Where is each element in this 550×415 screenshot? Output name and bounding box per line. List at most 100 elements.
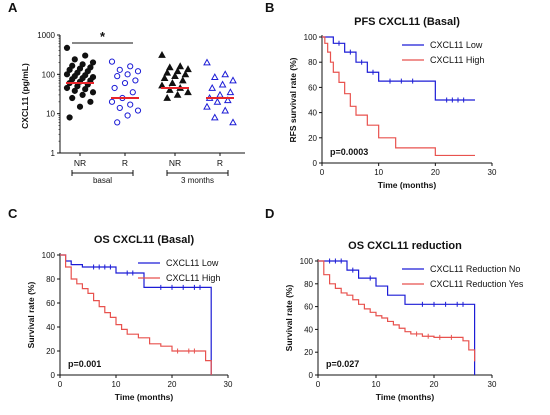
panel-a-point — [114, 119, 121, 126]
panel-a-point — [116, 104, 123, 112]
panel-a-point — [163, 68, 172, 76]
panel-a-point — [134, 68, 142, 75]
panel-c-series-high-curve — [60, 254, 212, 375]
panel-a-point — [203, 102, 211, 110]
panel-a-point — [176, 62, 185, 70]
panel-a-point — [69, 94, 76, 102]
panel-b-y-tick-label: 40 — [308, 109, 317, 118]
panel-b-y-tick-label: 0 — [313, 159, 318, 168]
panel-b-x-tick-label: 30 — [488, 168, 497, 177]
panel-b-x-tick-label: 0 — [320, 168, 325, 177]
panel-a-point — [210, 113, 219, 121]
panel-letter-a: A — [8, 0, 18, 15]
panel-a-y-tick-label: 1000 — [37, 31, 55, 40]
panel-a-point — [221, 70, 230, 78]
panel-b-y-tick-label: 60 — [308, 83, 317, 92]
panel-b-y-tick-label: 100 — [304, 33, 318, 42]
panel-d-x-axis-label: Time (months) — [376, 392, 435, 402]
panel-a-point — [165, 85, 174, 93]
panel-c-title: OS CXCL11 (Basal) — [94, 234, 195, 246]
panel-a-point — [210, 73, 219, 81]
panel-a-point — [82, 52, 89, 59]
panel-c-legend-label: CXCL11 Low — [166, 258, 219, 268]
panel-a-point — [116, 66, 123, 73]
panel-d-p-value: p=0.027 — [326, 359, 359, 369]
panel-a-y-tick-label: 100 — [42, 70, 56, 79]
panel-a-point — [173, 67, 182, 75]
panel-a-point — [71, 56, 78, 63]
panel-a-point — [221, 106, 230, 114]
panel-a-point — [108, 58, 116, 65]
panel-a-point — [121, 79, 129, 87]
panel-a-point — [63, 44, 71, 51]
panel-a-point — [79, 91, 86, 98]
panel-a-point — [158, 50, 166, 58]
panel-a-point — [171, 72, 179, 80]
panel-a-point — [127, 63, 134, 70]
panel-d-x-tick-label: 10 — [372, 380, 381, 389]
panel-a-category-label: R — [217, 158, 223, 168]
panel-a-point — [132, 77, 139, 84]
panel-a-point — [223, 96, 232, 104]
panel-a-point — [89, 59, 97, 66]
panel-c-y-tick-label: 0 — [51, 371, 56, 380]
panel-d-series-high-curve — [318, 260, 476, 362]
panel-b-title: PFS CXCL11 (Basal) — [354, 16, 460, 28]
panel-a-point — [79, 61, 86, 68]
panel-c-y-axis-label: Survival rate (%) — [26, 282, 36, 349]
panel-b-y-axis-label: RFS survival rate (%) — [288, 57, 298, 142]
panel-a-point — [208, 83, 217, 91]
panel-a-point — [203, 58, 211, 66]
panel-b-y-tick-label: 20 — [308, 134, 317, 143]
panel-a-point — [76, 103, 84, 110]
panel-a-y-tick-label: 10 — [46, 110, 55, 119]
panel-b-y-tick-label: 80 — [308, 58, 317, 67]
panel-a-point — [173, 90, 182, 98]
panel-d-legend-label: CXCL11 Reduction Yes — [430, 279, 524, 289]
panel-d-y-tick-label: 40 — [304, 325, 313, 334]
panel-d-y-tick-label: 100 — [300, 257, 314, 266]
panel-d-series-low-curve — [318, 260, 476, 375]
panel-letter-c: C — [8, 206, 18, 221]
panel-b-series-high-curve — [322, 36, 475, 157]
panel-a-point — [89, 89, 97, 96]
panel-d-x-tick-label: 0 — [316, 380, 321, 389]
panel-letter-b: B — [265, 0, 274, 15]
panel-a-point — [178, 76, 187, 84]
panel-a-point — [218, 80, 227, 88]
panel-letter-d: D — [265, 206, 274, 221]
panel-a-point — [165, 63, 174, 71]
panel-c-x-axis-label: Time (months) — [115, 392, 174, 402]
panel-a-category-label: NR — [74, 158, 86, 168]
panel-a-point — [134, 107, 142, 114]
panel-a-point — [226, 88, 235, 96]
panel-d-y-axis-label: Survival rate (%) — [284, 285, 294, 352]
panel-d-x-tick-label: 30 — [488, 380, 497, 389]
panel-b-legend-label: CXCL11 Low — [430, 40, 483, 50]
panel-a-y-tick-label: 1 — [51, 149, 56, 158]
panel-c-y-tick-label: 20 — [46, 347, 55, 356]
panel-a-point — [71, 87, 78, 94]
panel-a-point — [108, 98, 116, 105]
panel-a-point — [129, 89, 136, 96]
panel-b-x-tick-label: 20 — [431, 168, 440, 177]
panel-d-title: OS CXCL11 reduction — [348, 240, 462, 252]
panel-d-y-tick-label: 80 — [304, 280, 313, 289]
panel-c-y-tick-label: 60 — [46, 299, 55, 308]
panel-a-point — [124, 112, 131, 119]
panel-a-point — [184, 88, 192, 96]
panel-a-point — [184, 65, 192, 73]
panel-a-significance-star: * — [100, 29, 106, 44]
panel-c-y-tick-label: 80 — [46, 275, 55, 284]
panel-b-x-axis-label: Time (months) — [378, 180, 437, 190]
panel-d-y-tick-label: 0 — [309, 371, 314, 380]
panel-a-point — [114, 73, 121, 80]
panel-a-point — [168, 79, 177, 86]
panel-a-group-label: basal — [93, 176, 112, 185]
panel-c-x-tick-label: 0 — [58, 380, 63, 389]
panel-c-x-tick-label: 10 — [112, 380, 121, 389]
panel-c-x-tick-label: 20 — [168, 380, 177, 389]
panel-d-y-tick-label: 60 — [304, 303, 313, 312]
panel-a-point — [63, 84, 71, 92]
